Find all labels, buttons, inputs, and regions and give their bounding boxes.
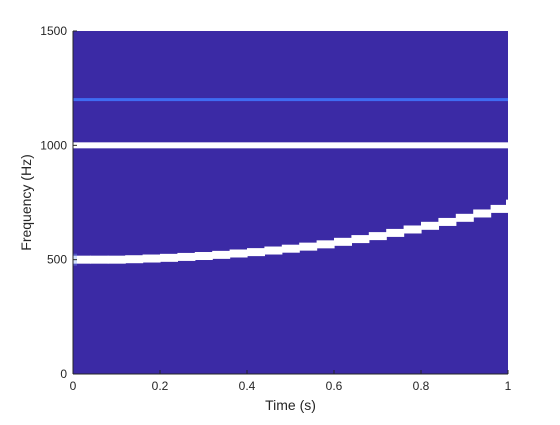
y-tick-label: 1500 [40,24,67,38]
chirp-segment [73,255,91,264]
x-tick-label: 0.2 [152,379,169,393]
chirp-segment [334,237,352,246]
y-tick-label: 500 [47,253,67,267]
chirp-segment [368,232,387,241]
chirp-segment [506,199,508,208]
chirp-segment [403,225,422,234]
tone-line-main [73,142,508,149]
x-tick-label: 0.4 [239,379,256,393]
y-tick-label: 1000 [40,138,67,152]
chirp-segment [194,252,213,261]
chirp-segment [212,250,231,259]
chirp-segment [455,213,474,222]
chirp-segment [247,248,265,257]
chirp-segment [316,240,335,249]
chirp-segment [473,209,492,218]
y-tick-label: 0 [60,367,67,381]
x-tick-label: 1 [505,379,512,393]
y-axis-label: Frequency (Hz) [18,154,34,250]
chirp-segment [229,249,248,258]
chirp-segment [142,254,161,263]
chirp-segment [386,228,405,237]
chirp-segment [177,252,196,261]
chirp-segment [107,255,126,264]
x-tick-label: 0.6 [326,379,343,393]
x-axis-label: Time (s) [265,397,316,413]
x-tick-label: 0.8 [413,379,430,393]
chirp-segment [299,242,318,251]
chirp-segment [90,255,109,264]
tone-line-faint [73,98,508,102]
chirp-segment [125,255,144,264]
chirp-segment [281,244,300,253]
x-tick-label: 0 [70,379,77,393]
chirp-segment [490,204,509,213]
chirp-segment [421,221,439,230]
chirp-segment [160,253,178,262]
chirp-segment [438,217,457,226]
chirp-segment [264,246,283,255]
spectrogram-background [73,31,508,374]
chirp-segment [351,235,370,244]
